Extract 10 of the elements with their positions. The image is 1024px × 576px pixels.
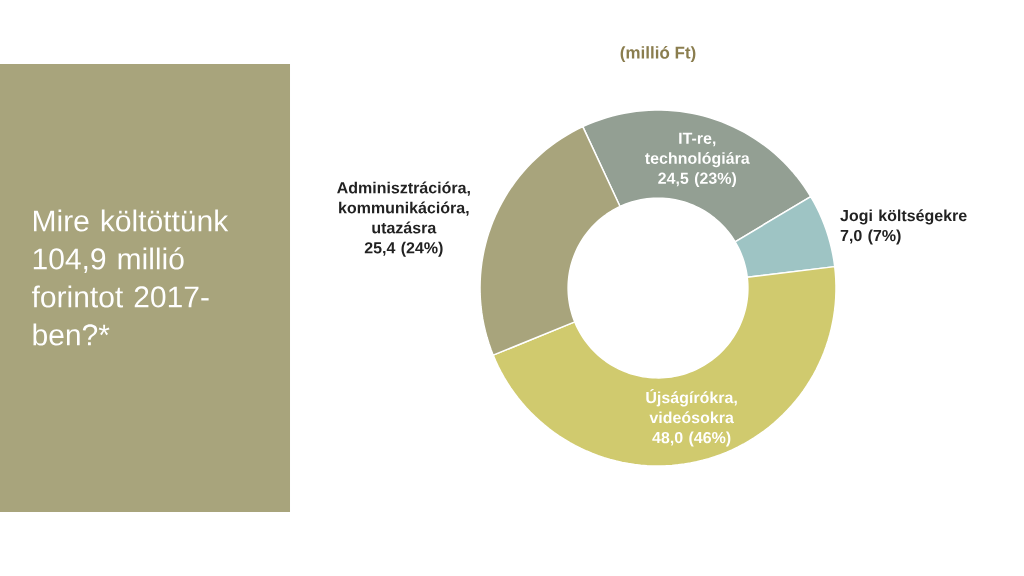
data-label: 48,0 (46%) [652,431,731,447]
data-label: 25,4 (24%) [364,241,443,257]
data-label: 7,0 (7%) [840,229,901,245]
chart-subtitle: (millió Ft) [620,46,696,62]
slice-label: Jogi költségekre [840,209,967,225]
data-label: 24,5 (23%) [658,172,737,188]
slice-label: IT-re, technológiára [644,132,750,168]
slice-label: Adminisztrációra, kommunikációra, utazásra [337,181,470,234]
text: Mire költöttünk 104,9 millió forintot 2017-ben?* [31,209,229,346]
slice-label: Újságírókra, videósokra [646,388,737,424]
